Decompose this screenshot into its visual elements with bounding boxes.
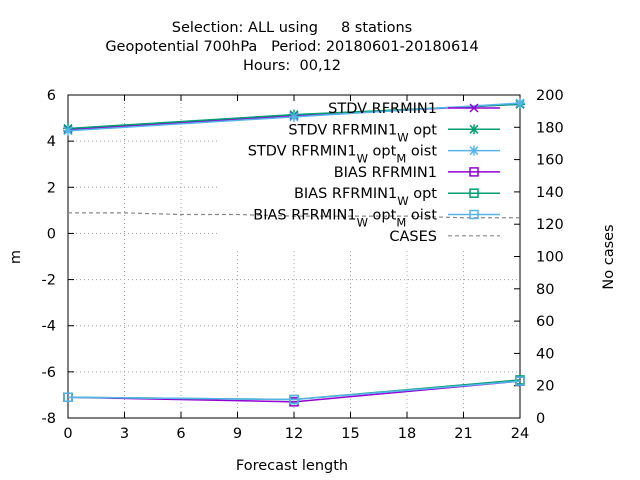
y2-axis-label: No cases	[601, 224, 617, 289]
data-point	[515, 376, 525, 386]
y-tick-label: 2	[47, 180, 56, 196]
chart-title-line-1: Selection: ALL using 8 stations	[172, 20, 413, 36]
chart-title-line-2: Geopotential 700hPa Period: 20180601-201…	[105, 39, 478, 55]
x-tick-label: 24	[511, 426, 529, 442]
legend-label: CASES	[389, 229, 437, 245]
series-6	[68, 212, 520, 219]
legend-label: STDV RFRMIN1	[328, 101, 437, 117]
x-tick-label: 0	[63, 426, 72, 442]
y-tick-label: 0	[47, 226, 56, 242]
legend-label: BIAS RFRMIN1	[334, 165, 437, 181]
legend-label: STDV RFRMIN1W opt	[288, 122, 437, 144]
x-tick-label: 12	[285, 426, 303, 442]
y2-tick-label: 140	[536, 185, 564, 201]
legend-marker	[469, 103, 479, 113]
y2-tick-label: 80	[536, 282, 554, 298]
series-2	[63, 98, 525, 136]
data-point	[63, 392, 73, 402]
y2-tick-label: 40	[536, 346, 554, 362]
y2-tick-label: 160	[536, 153, 564, 169]
y-tick-label: -4	[42, 319, 56, 335]
y-tick-label: -8	[42, 411, 56, 427]
y-tick-label: -2	[42, 273, 56, 289]
y-tick-label: 6	[47, 88, 56, 104]
legend-marker	[469, 209, 479, 220]
x-tick-label: 15	[341, 426, 359, 442]
y2-tick-label: 180	[536, 120, 564, 136]
x-axis-label: Forecast length	[236, 458, 348, 474]
y2-tick-label: 60	[536, 314, 554, 330]
x-tick-label: 3	[120, 426, 129, 442]
grid	[68, 95, 520, 418]
y2-tick-label: 100	[536, 250, 564, 266]
y2-tick-label: 20	[536, 379, 554, 395]
x-tick-label: 6	[176, 426, 185, 442]
chart-title-line-3: Hours: 00,12	[243, 58, 341, 74]
series-line	[67, 380, 521, 403]
legend-marker	[469, 188, 479, 198]
series-line	[67, 380, 521, 401]
series-5	[63, 376, 525, 405]
y2-tick-label: 200	[536, 88, 564, 104]
y-tick-label: 4	[47, 134, 56, 150]
x-tick-label: 18	[398, 426, 416, 442]
x-tick-label: 21	[454, 426, 472, 442]
legend-label: BIAS RFRMIN1W opt	[294, 186, 437, 208]
x-tick-label: 9	[233, 426, 242, 442]
y2-tick-label: 0	[536, 411, 545, 427]
legend-label: STDV RFRMIN1W optM oist	[248, 144, 438, 166]
y-axis-label: m	[8, 250, 24, 264]
y-tick-label: -6	[42, 365, 56, 381]
data-point	[289, 394, 299, 405]
axes: 0 3 6 9 12 15 18 21 24-8-6-4-2024602040608010012…	[42, 88, 564, 442]
y2-tick-label: 120	[536, 217, 564, 233]
series-layer	[63, 98, 525, 407]
legend-label: BIAS RFRMIN1W optM oist	[253, 208, 437, 230]
legend-marker	[469, 167, 479, 177]
series-line	[68, 212, 520, 219]
